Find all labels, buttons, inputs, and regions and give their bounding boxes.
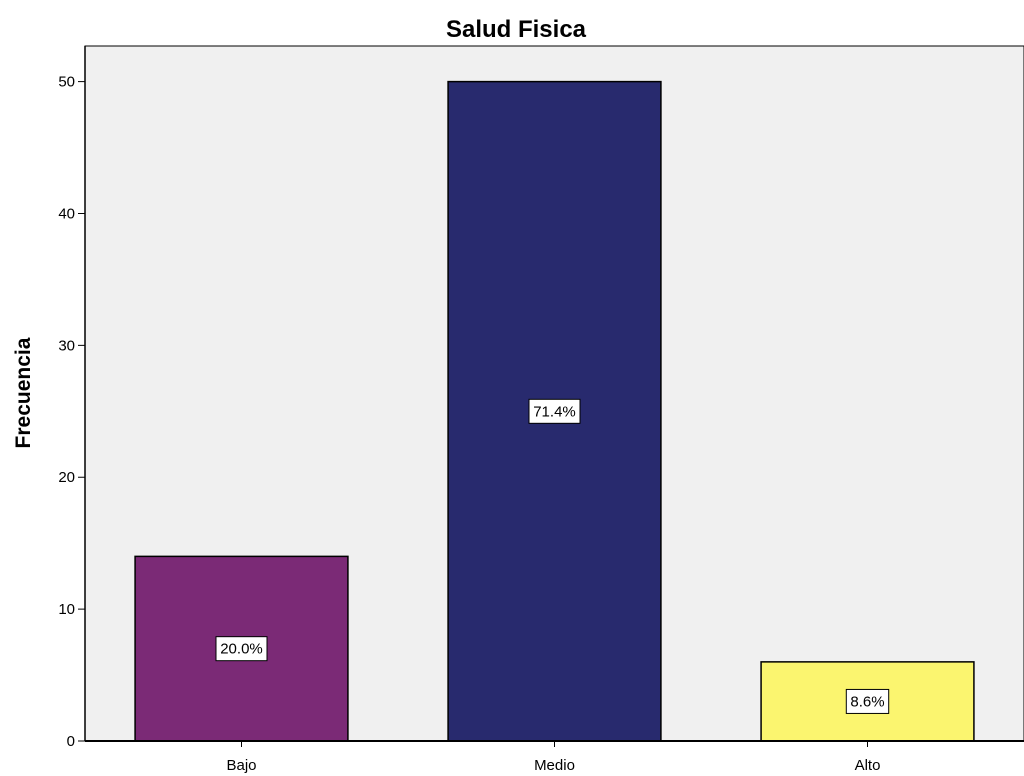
data-label-box xyxy=(528,398,581,424)
data-label-box xyxy=(215,636,268,662)
y-tick-label: 50 xyxy=(58,74,75,91)
y-axis-label: Frecuencia xyxy=(12,337,35,448)
y-tick-label: 20 xyxy=(58,469,75,486)
y-tick-label: 40 xyxy=(58,205,75,222)
x-tick-label: Bajo xyxy=(226,757,256,774)
y-tick-label: 30 xyxy=(58,337,75,354)
x-tick-label: Alto xyxy=(855,757,881,774)
y-axis-ticks: 0 10 20 30 40 50 xyxy=(58,74,85,750)
data-label-text: 20.0% xyxy=(220,641,263,658)
data-label-box xyxy=(845,688,890,714)
data-label-text: 8.6% xyxy=(850,693,884,710)
data-label-bajo: 20.0% xyxy=(215,636,268,662)
data-label-medio: 71.4% xyxy=(528,398,581,424)
data-label-alto: 8.6% xyxy=(845,688,890,714)
y-tick-label: 0 xyxy=(67,733,75,750)
x-axis-ticks: Bajo Medio Alto xyxy=(226,741,880,774)
chart-title: Salud Fisica xyxy=(446,16,587,43)
x-tick-label: Medio xyxy=(534,757,575,774)
y-tick-label: 10 xyxy=(58,601,75,618)
data-label-text: 71.4% xyxy=(533,403,576,420)
data-labels: 20.0% 71.4% 8.6% xyxy=(215,398,890,714)
